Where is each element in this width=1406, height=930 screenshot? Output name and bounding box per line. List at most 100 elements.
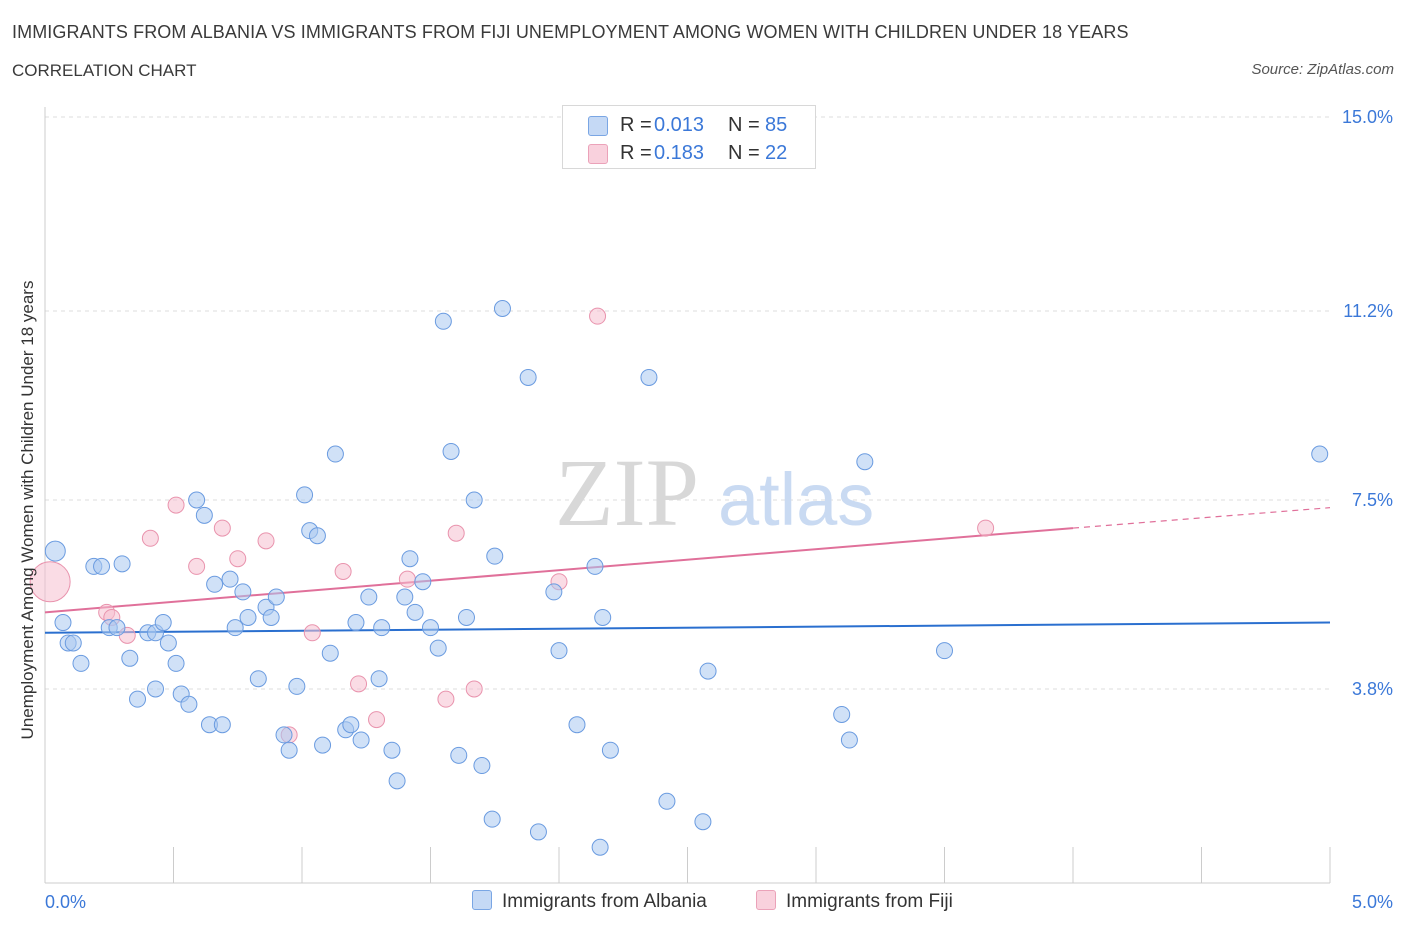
- albania-point: [129, 690, 147, 708]
- albania-point: [275, 726, 293, 744]
- albania-point: [360, 588, 378, 606]
- fiji-point: [977, 519, 995, 537]
- albania-point: [483, 810, 501, 828]
- albania-point: [221, 570, 239, 588]
- albania-point: [856, 453, 874, 471]
- albania-point: [288, 677, 306, 695]
- albania-point: [147, 680, 165, 698]
- fiji-point: [589, 307, 607, 325]
- fiji-legend-swatch: [756, 890, 776, 910]
- y-tick-label: 3.8%: [1352, 679, 1393, 699]
- albania-point: [54, 614, 72, 632]
- albania-point: [406, 603, 424, 621]
- albania-point: [321, 644, 339, 662]
- albania-point: [154, 614, 172, 632]
- fiji-point: [398, 570, 416, 588]
- albania-point: [308, 527, 326, 545]
- albania-point: [159, 634, 177, 652]
- albania-point: [342, 716, 360, 734]
- albania-point: [249, 670, 267, 688]
- albania-point: [44, 540, 66, 562]
- fiji-point: [229, 550, 247, 568]
- albania-point: [429, 639, 447, 657]
- fiji-trend-extension: [1072, 507, 1331, 529]
- fiji-point: [334, 562, 352, 580]
- albania-point: [113, 555, 131, 573]
- legend-label-fiji: Immigrants from Fiji: [786, 891, 953, 912]
- albania-point: [234, 583, 252, 601]
- albania-point: [699, 662, 717, 680]
- fiji-point: [368, 711, 386, 729]
- albania-point: [568, 716, 586, 734]
- albania-point: [586, 557, 604, 575]
- albania-point: [442, 442, 460, 460]
- data-points: [29, 300, 1329, 856]
- fiji-swatch: [588, 144, 608, 164]
- albania-point: [326, 445, 344, 463]
- albania-point: [167, 654, 185, 672]
- albania-point: [213, 716, 231, 734]
- albania-point: [72, 654, 90, 672]
- albania-legend-swatch: [472, 890, 492, 910]
- albania-point: [833, 705, 851, 723]
- albania-point: [226, 619, 244, 637]
- legend-item-fiji[interactable]: Immigrants from Fiji: [756, 890, 953, 913]
- albania-point: [601, 741, 619, 759]
- fiji-point: [437, 690, 455, 708]
- albania-point: [473, 757, 491, 775]
- fiji-point: [188, 557, 206, 575]
- albania-point: [64, 634, 82, 652]
- r-value: 0.013: [654, 114, 705, 136]
- fiji-trend-line: [44, 527, 1074, 614]
- albania-point: [591, 838, 609, 856]
- fiji-point: [167, 496, 185, 514]
- watermark: ZIP atlas: [555, 439, 874, 546]
- stats-legend: R = 0.013 N = 85 R = 0.183 N = 22: [562, 105, 816, 169]
- albania-point: [388, 772, 406, 790]
- albania-point: [195, 506, 213, 524]
- albania-point: [383, 741, 401, 759]
- albania-point: [267, 588, 285, 606]
- n-value: 22: [765, 142, 788, 164]
- y-tick-label: 11.2%: [1343, 301, 1393, 321]
- x-tick-label: 0.0%: [45, 892, 86, 912]
- albania-point: [457, 608, 475, 626]
- fiji-point: [303, 624, 321, 642]
- albania-point: [347, 614, 365, 632]
- fiji-point: [257, 532, 275, 550]
- legend-label-albania: Immigrants from Albania: [502, 891, 707, 912]
- albania-point: [545, 583, 563, 601]
- fiji-point: [213, 519, 231, 537]
- gridlines: [45, 116, 1330, 690]
- chart-title: IMMIGRANTS FROM ALBANIA VS IMMIGRANTS FR…: [12, 22, 1129, 42]
- y-tick-label: 15.0%: [1342, 107, 1393, 127]
- albania-point: [450, 746, 468, 764]
- chart-subtitle: CORRELATION CHART: [12, 61, 197, 80]
- n-label: N =: [728, 142, 760, 164]
- albania-point: [658, 792, 676, 810]
- albania-point: [465, 491, 483, 509]
- albania-point: [422, 619, 439, 637]
- y-tick-label: 7.5%: [1352, 490, 1393, 510]
- albania-point: [434, 312, 452, 330]
- albania-point: [1311, 445, 1329, 463]
- albania-point: [121, 649, 139, 667]
- fiji-point: [447, 524, 465, 542]
- albania-point: [396, 588, 414, 606]
- watermark-zip: ZIP: [555, 439, 699, 546]
- albania-point: [936, 642, 953, 660]
- albania-point: [594, 608, 612, 626]
- tick-labels: 3.8% 7.5% 11.2% 15.0% 0.0% 5.0%: [45, 107, 1393, 912]
- albania-point: [239, 608, 257, 626]
- r-label: R =: [620, 142, 652, 164]
- albania-point: [529, 823, 547, 841]
- r-label: R =: [620, 114, 652, 136]
- albania-point: [93, 557, 111, 575]
- fiji-point: [141, 529, 159, 547]
- albania-swatch: [588, 116, 608, 136]
- legend-item-albania[interactable]: Immigrants from Albania: [472, 890, 707, 913]
- albania-point: [370, 670, 388, 688]
- fiji-point: [350, 675, 368, 693]
- albania-point: [296, 486, 314, 504]
